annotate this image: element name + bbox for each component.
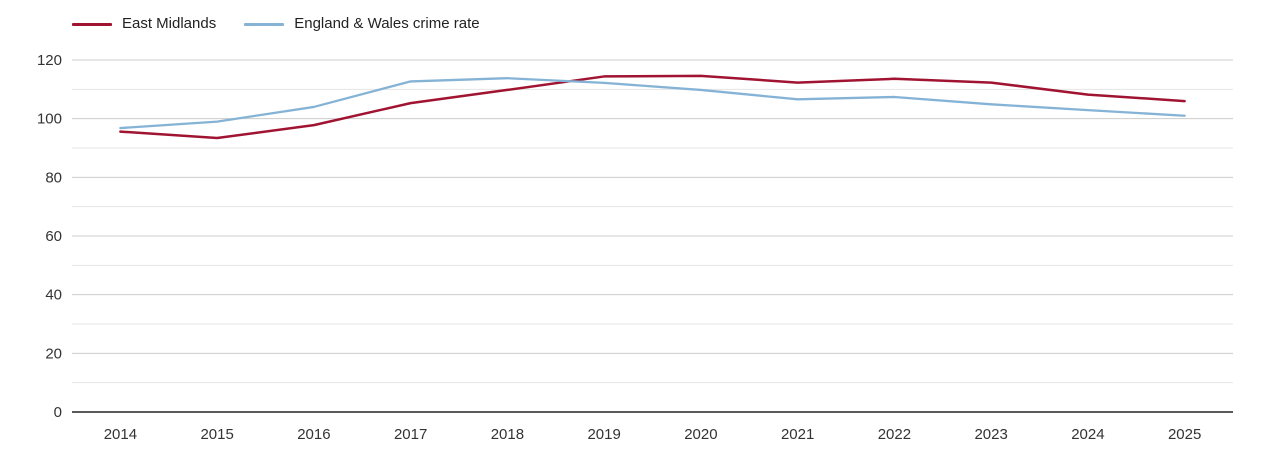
- series-line-england-wales: [119, 77, 1186, 130]
- y-axis-tick-label: 20: [45, 345, 62, 362]
- y-axis-tick-label: 80: [45, 169, 62, 186]
- east-midlands-line-swatch-icon: [72, 22, 112, 26]
- legend-label-england-wales: England & Wales crime rate: [294, 15, 480, 32]
- y-axis-tick-label: 120: [37, 52, 62, 69]
- series-line-east-midlands: [119, 74, 1186, 140]
- x-axis-tick-label: 2023: [974, 426, 1007, 443]
- x-axis-tick-label: 2015: [200, 426, 233, 443]
- legend-item-east-midlands: East Midlands: [72, 16, 216, 32]
- x-axis-tick-label: 2016: [297, 426, 330, 443]
- x-axis-tick-label: 2025: [1168, 426, 1201, 443]
- x-axis-tick-label: 2018: [491, 426, 524, 443]
- x-axis-tick-label: 2021: [781, 426, 814, 443]
- x-axis-tick-label: 2022: [878, 426, 911, 443]
- x-axis-tick-label: 2019: [587, 426, 620, 443]
- y-axis-tick-label: 60: [45, 228, 62, 245]
- x-axis-tick-label: 2014: [104, 426, 137, 443]
- y-axis-tick-label: 40: [45, 287, 62, 304]
- legend-label-east-midlands: East Midlands: [122, 15, 217, 32]
- x-axis-tick-label: 2017: [394, 426, 427, 443]
- england-wales-line-swatch-icon: [244, 22, 285, 26]
- x-axis-tick-label: 2020: [684, 426, 717, 443]
- y-axis-tick-label: 100: [37, 111, 62, 128]
- legend-item-england-wales: England & Wales crime rate: [244, 15, 480, 32]
- x-axis-tick-label: 2024: [1071, 426, 1104, 443]
- chart-legend: East Midlands England & Wales crime rate: [72, 16, 480, 32]
- y-axis-tick-label: 0: [54, 404, 62, 421]
